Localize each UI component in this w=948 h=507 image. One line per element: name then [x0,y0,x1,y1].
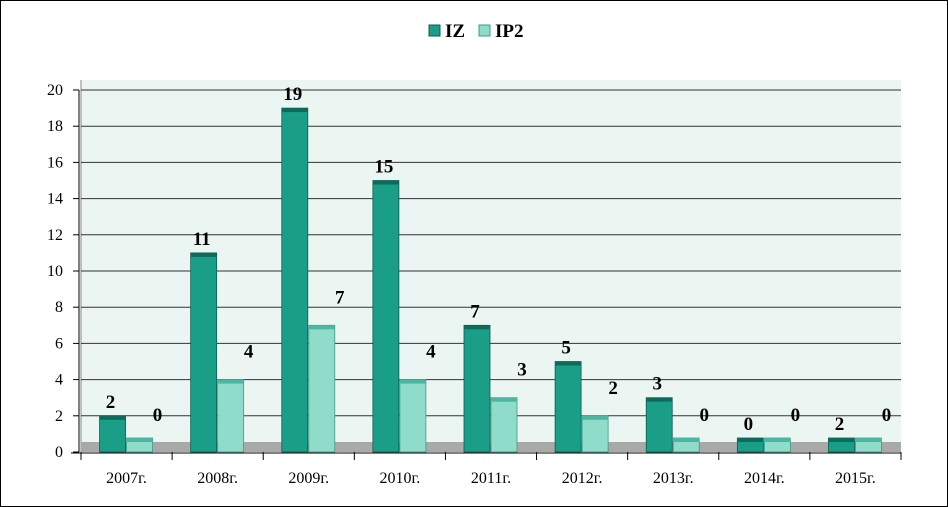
data-label-IZ-7: 0 [744,414,754,435]
data-label-IP2-8: 0 [882,405,892,426]
bar-cap [764,438,791,442]
data-labels: 2 0 11 4 19 7 15 4 7 3 5 2 3 0 0 0 2 0 [106,84,891,435]
y-tick-label: 12 [47,227,63,244]
y-tick-label: 2 [55,408,63,425]
bar-cap [855,438,882,442]
bar-body [372,180,400,453]
bar-body [399,379,427,453]
bar-IP2-0 [126,437,153,453]
bar-IZ-7 [736,437,764,453]
bar-body [190,252,218,453]
bar-body [99,415,126,453]
bar-IZ-0 [99,415,126,453]
y-tick-label: 14 [47,191,63,208]
bars [99,107,882,453]
data-label-IP2-2: 7 [335,287,345,308]
bar-IP2-5 [581,415,609,453]
y-axis: 0 2 4 6 8 10 12 14 16 18 20 [47,82,80,461]
bar-body [463,324,491,453]
bar-IZ-6 [645,397,673,453]
bar-body [645,397,673,453]
bar-IZ-5 [554,361,582,453]
bar-cap [673,438,700,442]
legend-label: IZ [445,21,465,42]
data-label-IP2-0: 0 [153,405,163,426]
legend-item-IP2: IP2 [478,21,524,42]
x-tick-label: 2011г. [471,470,511,487]
bar-IZ-2 [281,107,309,453]
bar-cap [464,325,490,330]
y-tick-label: 10 [47,263,63,280]
data-label-IZ-1: 11 [193,229,211,250]
bar-IZ-1 [190,252,218,453]
bar-cap [126,438,153,442]
bar-body [217,379,245,453]
bar-IP2-2 [308,324,336,453]
bar-IP2-7 [763,437,791,453]
bar-IP2-4 [490,397,518,453]
bar-cap [828,438,855,442]
x-tick-label: 2008г. [197,470,238,487]
data-label-IP2-5: 2 [608,378,618,399]
bar-body [490,397,518,453]
x-tick-label: 2013г. [653,470,694,487]
bar-IP2-6 [672,437,700,453]
bar-cap [217,379,244,384]
y-tick-label: 0 [55,444,63,461]
data-label-IP2-1: 4 [244,342,254,363]
bar-IP2-8 [855,437,882,453]
data-label-IP2-4: 3 [517,360,527,381]
legend-swatch [478,24,491,37]
x-tick-label: 2007г. [106,470,147,487]
legend-label: IP2 [495,21,524,42]
bar-body [554,361,582,453]
bar-IZ-3 [372,180,400,453]
y-tick-label: 4 [55,372,63,389]
data-label-IP2-6: 0 [699,405,709,426]
bar-cap [555,361,582,366]
x-tick-label: 2015г. [835,470,876,487]
data-label-IZ-2: 19 [283,84,302,105]
data-label-IZ-3: 15 [374,157,393,178]
bar-cap [99,415,126,420]
data-label-IP2-7: 0 [791,405,801,426]
y-tick-label: 18 [47,118,63,135]
legend-swatch [428,24,441,37]
y-tick-label: 6 [55,335,63,352]
bar-cap [281,108,308,113]
x-axis: 2007г. 2008г. 2009г. 2010г. 2011г. 2012г. 2013… [80,452,902,487]
bar-cap [372,180,399,185]
bar-cap [308,325,335,330]
data-label-IZ-5: 5 [561,338,571,359]
legend-item-IZ: IZ [428,21,465,42]
x-tick-label: 2009г. [288,470,329,487]
data-label-IZ-6: 3 [652,374,662,395]
bar-cap [582,415,609,420]
data-label-IP2-3: 4 [426,342,436,363]
x-tick-label: 2014г. [744,470,785,487]
bar-body [308,324,336,453]
bar-cap [399,379,426,384]
x-tick-label: 2012г. [562,470,603,487]
bar-cap [737,438,764,442]
bar-IP2-1 [217,379,245,453]
data-label-IZ-8: 2 [835,414,845,435]
bar-cap [491,397,517,402]
bar-IZ-4 [463,324,491,453]
y-tick-label: 16 [47,154,63,171]
y-tick-label: 8 [55,299,63,316]
bar-body [281,107,309,453]
bar-body [581,415,609,453]
y-tick-label: 20 [47,82,63,99]
bar-IZ-8 [828,437,855,453]
x-tick-label: 2010г. [380,470,421,487]
legend: IZ IP2 [428,21,524,42]
bar-cap [646,397,673,402]
data-label-IZ-4: 7 [470,301,480,322]
bar-IP2-3 [399,379,427,453]
data-label-IZ-0: 2 [106,392,116,413]
bar-cap [190,252,217,257]
